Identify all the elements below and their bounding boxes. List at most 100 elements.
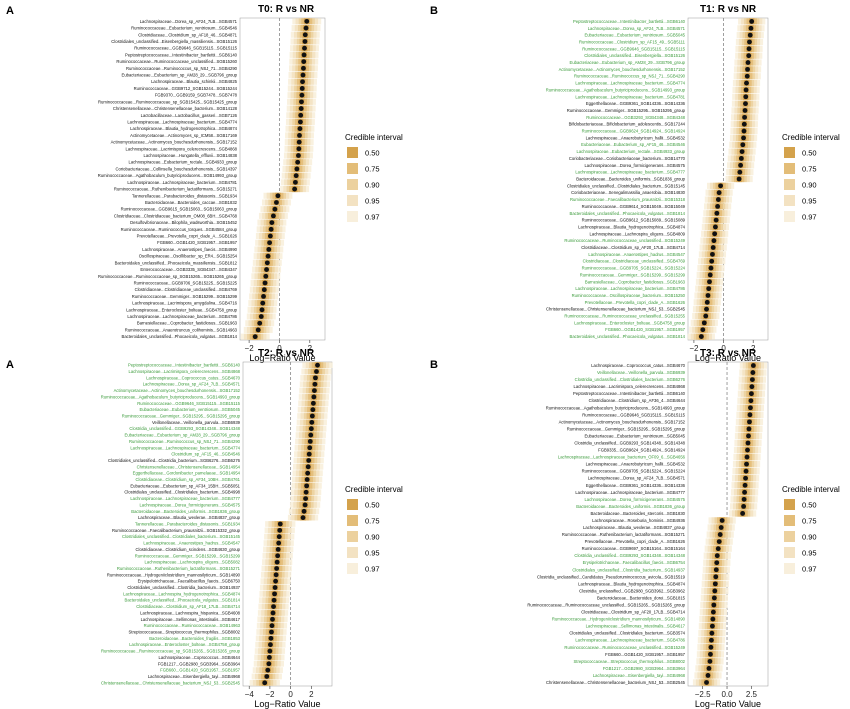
forest-row: Eubacteriaceae...Eubacterium_sp_AM28_29.… <box>125 432 326 438</box>
forest-row: Actinomycetaceae...Actinomyces_sp_ICM58.… <box>130 132 314 139</box>
forest-row: Ruminococcaceae...GGB9705_SGB15224...SGB… <box>582 264 725 272</box>
forest-row: Clostridiales_unclassified...Clostridia_… <box>127 584 291 591</box>
forest-row: Christensenellaceae...Christensenellacea… <box>137 463 324 470</box>
legend-label: 0.75 <box>365 165 380 174</box>
forest-row: Eggerthellaceae...Gordonibacter_pamelaea… <box>133 470 323 477</box>
forest-row: Lachnospiraceae...Lachnospiraceae_bacter… <box>558 453 761 461</box>
forest-row: Lachnospiraceae...Coprococcus_catus...SG… <box>146 375 331 381</box>
estimate-point <box>261 293 266 299</box>
x-tick-label: 0 <box>277 344 282 353</box>
forest-row: Lachnospiraceae...Coprococcus_catus...SG… <box>591 362 767 369</box>
forest-row: Clostridiaceae...Clostridium_sp_AF18_46.… <box>138 31 320 38</box>
x-tick-label: −2.5 <box>695 690 711 699</box>
forest-row: FGB9335...GGB9624_SGB14924...SGB14924 <box>598 446 762 454</box>
estimate-point <box>303 489 309 495</box>
panel-title: T3: R vs NR <box>700 348 757 359</box>
forest-row: FGB9370...GGB9159_SGB7478...SGB7478 <box>155 92 317 99</box>
x-tick-label: 2 <box>308 344 313 353</box>
estimate-point <box>273 572 279 578</box>
forest-row: Clostridiales_unclassified...Clostridia_… <box>572 566 730 573</box>
estimate-point <box>750 363 756 368</box>
taxon-label: Ruminococcaceae...Anaerotruncus_colihomi… <box>125 327 238 332</box>
x-tick-label: 0.0 <box>721 690 733 699</box>
estimate-point <box>704 299 710 305</box>
x-axis-label: Log−Ratio Value <box>254 699 320 709</box>
forest-row: Ruminococcaceae...Ruthenibacterium_lacta… <box>562 531 734 538</box>
estimate-point <box>741 496 747 502</box>
estimate-point <box>701 320 707 326</box>
forest-row: Christensenellaceae...Christensenellacea… <box>101 679 280 686</box>
x-tick-label: 0 <box>721 344 726 353</box>
forest-row: Veillonellaceae...Veillonella_parvula...… <box>152 419 327 426</box>
taxon-label: Lachnospiraceae...Lachnospiraceae_bacter… <box>575 170 685 175</box>
forest-row: Lachnospiraceae...Lacrimispora_celerecre… <box>129 368 332 375</box>
forest-row: Lachnospiraceae...Blautia_hydrogenotroph… <box>578 223 730 231</box>
forest-row: Bacteroidaceae...Bacteroides_caccae...SG… <box>145 199 291 206</box>
forest-row: Ruminococcaceae...Gemmiger...SGB15299...… <box>580 271 724 278</box>
legend-label: 0.95 <box>365 549 380 558</box>
forest-row: Ruminococcaceae...Anaerotruncus_colihomi… <box>125 326 273 333</box>
estimate-point <box>298 106 304 111</box>
forest-row: Ruminococcaceae...Gemmiger...SGB15299...… <box>132 293 278 300</box>
taxon-label: Bifidobacteriaceae...Bifidobacterium_ado… <box>569 122 686 127</box>
estimate-point <box>299 86 305 91</box>
estimate-point <box>709 623 715 629</box>
forest-row: Clostridia_unclassified...Candidatus_Pse… <box>537 573 730 580</box>
forest-row: Clostridia_unclassified...GGB9293_SGB143… <box>129 425 327 432</box>
estimate-point <box>745 440 751 446</box>
taxon-label: Lachnospiraceae...Dorea_sp_AF24_7LB...SG… <box>140 19 238 24</box>
taxon-label: Bacteroidaceae...Bacteroides_caccae...SG… <box>145 200 238 205</box>
taxon-label: Lachnospiraceae...Blautia_wexlerae...SGB… <box>138 515 241 520</box>
estimate-point <box>741 121 747 127</box>
taxon-label: Ruminococcaceae...GGB9612_SGB15089...SGB… <box>582 218 686 223</box>
taxon-label: Clostridiales_unclassified...Clostridia_… <box>108 458 241 463</box>
forest-row: Lachnospiraceae...Sellimonas_intestinali… <box>586 622 726 630</box>
estimate-point <box>264 674 270 679</box>
forest-row: Lachnospiraceae...Anaerostipes_faecis...… <box>142 246 284 253</box>
forest-row: Christensenellaceae...Christensenellacea… <box>546 679 721 686</box>
plot-frame <box>239 17 326 341</box>
forest-row: Lachnospiraceae...Enterocloster_bolteae.… <box>126 306 277 313</box>
estimate-point <box>705 673 711 678</box>
forest-row: Lachnospiraceae...Dorea_formicigenerans.… <box>139 502 321 508</box>
legend-label: 0.75 <box>802 517 817 526</box>
taxon-label: Christensenellaceae...Christensenellacea… <box>546 680 686 685</box>
estimate-point <box>743 94 749 100</box>
estimate-point <box>313 375 318 381</box>
taxon-label: Ruminococcaceae...GGB9646_SGB15115...SGB… <box>582 412 685 417</box>
estimate-point <box>259 307 265 313</box>
estimate-point <box>268 635 274 641</box>
forest-row: FGB660...GGB1420_SGB1957...SGB1957 <box>160 667 283 673</box>
estimate-point <box>744 73 750 79</box>
taxon-label: Ruminococcaceae...Faecalibacterium_praus… <box>112 528 241 533</box>
forest-panel-2: A T2: R vs NR Peptostreptococcaceae...Inte… <box>6 348 403 709</box>
forest-row: Bacteroidaceae...Bacteroides_uniformis..… <box>576 503 758 510</box>
forest-row: Lachnospiraceae...Lachnospira_eligens...… <box>590 230 729 237</box>
forest-row: Lachnospiraceae...Enterocloster_bolteae.… <box>129 641 286 648</box>
taxon-label: Clostridiales_unclassified...Clostridial… <box>122 534 241 539</box>
forest-row: Bacteroidaceae...Bacteroides_uniformis..… <box>576 175 753 183</box>
forest-row: Lachnospiraceae...Lachnospiraceae_bacter… <box>130 444 325 451</box>
estimate-point <box>261 287 267 293</box>
x-tick-label: −2 <box>245 344 255 353</box>
taxon-label: Lachnospiraceae...Dorea_sp_AF24_7LB...SG… <box>588 26 686 31</box>
estimate-point <box>269 220 275 226</box>
forest-row: Ruminococcaceae...Ruminococcaceae_unclas… <box>116 58 319 65</box>
taxon-label: Clostridiaceae...Clostridium_sp_AF20_17L… <box>581 610 685 615</box>
forest-row: Bacteroidaceae...Bacteroides_dorei...SGB… <box>597 594 728 602</box>
forest-row: Lachnospiraceae...Lachnospiraceae_bacter… <box>575 169 754 176</box>
taxon-label: Lachnospiraceae...Anaerostipes_hadrus...… <box>143 541 240 546</box>
taxon-label: Lachnospiraceae...Dorea_formicigenerans.… <box>584 497 685 502</box>
estimate-point <box>296 139 302 145</box>
taxon-label: Oscillospiraceae...Oscillibacter_sp_ER4.… <box>139 254 238 259</box>
estimate-point <box>301 52 307 58</box>
forest-row: Lachnospiraceae...Lachnospiraceae_bacter… <box>575 80 761 87</box>
estimate-point <box>270 610 276 616</box>
forest-panel-3: B T3: R vs NR Lachnospiraceae...Coprococcu… <box>430 348 840 709</box>
legend-title: Credible interval <box>345 133 403 142</box>
estimate-point <box>706 286 712 292</box>
forest-row: Clostridiales_unclassified...Eisenbergie… <box>584 52 763 59</box>
taxon-label: Clostridiaceae...Clostridiaceae_unclassi… <box>135 287 238 292</box>
forest-row: Lachnospiraceae...Lacrimispora_celerecre… <box>574 383 766 390</box>
estimate-point <box>742 482 748 488</box>
